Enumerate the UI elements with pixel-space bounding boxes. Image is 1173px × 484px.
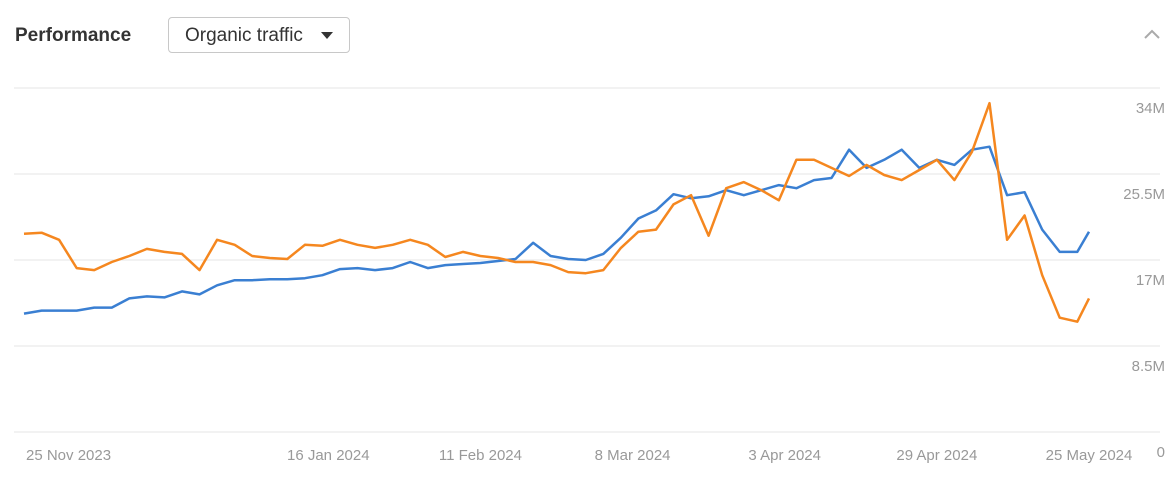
series-line	[23, 145, 1091, 315]
x-tick-label: 11 Feb 2024	[439, 447, 522, 464]
y-tick-label: 0	[1157, 444, 1165, 461]
x-tick-label: 8 Mar 2024	[595, 447, 671, 464]
x-tick-label: 16 Jan 2024	[287, 447, 370, 464]
collapse-button[interactable]	[1143, 27, 1161, 41]
series-line	[23, 101, 1091, 323]
section-title: Performance	[15, 25, 132, 46]
dropdown-label: Organic traffic	[185, 25, 303, 46]
x-tick-label: 29 Apr 2024	[896, 447, 977, 464]
y-tick-label: 8.5M	[1132, 358, 1165, 375]
metric-dropdown[interactable]: Organic traffic	[168, 17, 350, 53]
y-tick-label: 17M	[1136, 272, 1165, 289]
y-tick-label: 25.5M	[1123, 186, 1165, 203]
x-tick-label: 25 May 2024	[1046, 447, 1133, 464]
dropdown-caret	[321, 32, 333, 39]
x-tick-label: 25 Nov 2023	[26, 447, 111, 464]
y-tick-label: 34M	[1136, 100, 1165, 117]
x-tick-label: 3 Apr 2024	[748, 447, 821, 464]
